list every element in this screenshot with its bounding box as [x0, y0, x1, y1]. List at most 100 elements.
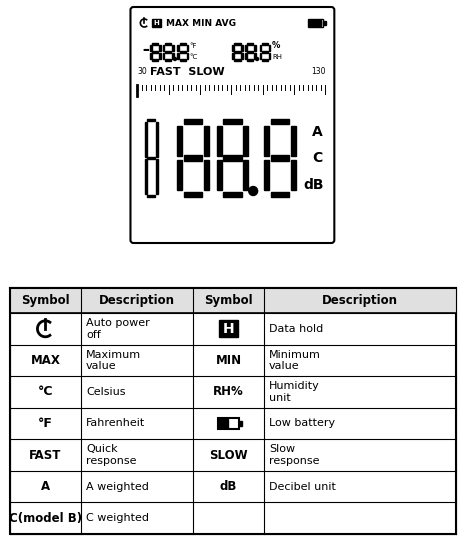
Bar — [218, 418, 239, 429]
Bar — [180, 51, 186, 53]
Text: %: % — [272, 41, 280, 51]
Text: RH%: RH% — [213, 385, 244, 399]
Bar — [156, 122, 158, 157]
Bar — [254, 45, 256, 52]
Bar — [148, 195, 155, 197]
Text: Symbol: Symbol — [21, 294, 70, 307]
Text: Quick
response: Quick response — [86, 444, 136, 466]
FancyBboxPatch shape — [130, 7, 334, 243]
Text: °C: °C — [38, 385, 53, 399]
Bar — [165, 43, 171, 45]
Bar — [307, 19, 324, 27]
Bar — [241, 45, 243, 52]
Text: Celsius: Celsius — [86, 387, 125, 397]
Text: Fahrenheit: Fahrenheit — [86, 419, 145, 428]
Bar — [145, 159, 147, 194]
Bar — [245, 45, 247, 52]
Bar — [243, 160, 248, 190]
Text: dB: dB — [303, 178, 324, 192]
Bar — [183, 155, 202, 160]
Bar — [187, 53, 189, 59]
Bar — [269, 53, 271, 59]
Circle shape — [256, 58, 259, 60]
Bar — [308, 20, 321, 26]
Bar — [291, 160, 296, 190]
Text: SLOW: SLOW — [209, 449, 248, 462]
Text: A: A — [41, 480, 50, 493]
Text: Data hold: Data hold — [269, 324, 323, 334]
Bar — [152, 43, 159, 45]
Bar — [262, 59, 268, 61]
Text: Symbol: Symbol — [204, 294, 253, 307]
Text: H: H — [154, 20, 160, 26]
Bar — [269, 45, 271, 52]
Bar — [163, 45, 165, 52]
Text: RH: RH — [272, 54, 282, 60]
Text: Description: Description — [322, 294, 398, 307]
Bar — [223, 192, 242, 197]
Bar — [219, 320, 238, 337]
Text: Description: Description — [99, 294, 175, 307]
Text: °F: °F — [190, 43, 197, 49]
Bar — [217, 126, 222, 157]
Circle shape — [173, 58, 177, 60]
Text: Low battery: Low battery — [269, 419, 335, 428]
Text: MAX MIN AVG: MAX MIN AVG — [166, 18, 236, 27]
Bar — [177, 53, 179, 59]
Text: Decibel unit: Decibel unit — [269, 482, 336, 492]
Bar — [183, 119, 202, 124]
Text: Minimum
value: Minimum value — [269, 350, 321, 371]
Bar — [204, 160, 209, 190]
Bar — [262, 43, 268, 45]
Bar — [180, 43, 186, 45]
Bar — [223, 155, 242, 160]
Bar — [232, 45, 234, 52]
Bar — [150, 53, 152, 59]
Bar — [204, 126, 209, 157]
Text: A weighted: A weighted — [86, 482, 149, 492]
Bar — [234, 59, 241, 61]
Text: Auto power
off: Auto power off — [86, 318, 150, 339]
Text: MAX: MAX — [30, 354, 60, 367]
Bar — [260, 53, 261, 59]
Bar — [10, 288, 456, 313]
Bar — [152, 51, 159, 53]
Bar — [223, 119, 242, 124]
Bar — [183, 192, 202, 197]
Bar — [324, 21, 326, 25]
Bar — [148, 119, 155, 121]
Bar — [177, 45, 179, 52]
Bar — [172, 45, 173, 52]
Text: C: C — [313, 151, 323, 165]
Text: Humidity
unit: Humidity unit — [269, 381, 320, 403]
Bar — [148, 157, 155, 159]
Text: Slow
response: Slow response — [269, 444, 319, 466]
Bar — [247, 51, 254, 53]
Bar — [177, 126, 182, 157]
Bar — [145, 122, 147, 157]
Bar — [232, 53, 234, 59]
Bar — [243, 126, 248, 157]
Circle shape — [249, 187, 258, 195]
Bar — [180, 59, 186, 61]
Bar — [264, 126, 269, 157]
Bar — [159, 53, 160, 59]
Text: MIN: MIN — [215, 354, 242, 367]
Bar — [152, 19, 161, 27]
Bar — [271, 119, 289, 124]
Bar — [159, 45, 160, 52]
Bar — [187, 45, 189, 52]
Bar — [291, 126, 296, 157]
Text: 130: 130 — [312, 67, 326, 76]
Text: Maximum
value: Maximum value — [86, 350, 141, 371]
Text: C(model B): C(model B) — [9, 512, 82, 525]
Bar — [254, 53, 256, 59]
Bar — [165, 51, 171, 53]
Bar — [247, 43, 254, 45]
Bar — [264, 160, 269, 190]
Bar — [152, 59, 159, 61]
Bar — [234, 51, 241, 53]
Bar — [156, 159, 158, 194]
Bar — [219, 419, 228, 428]
Bar — [165, 59, 171, 61]
